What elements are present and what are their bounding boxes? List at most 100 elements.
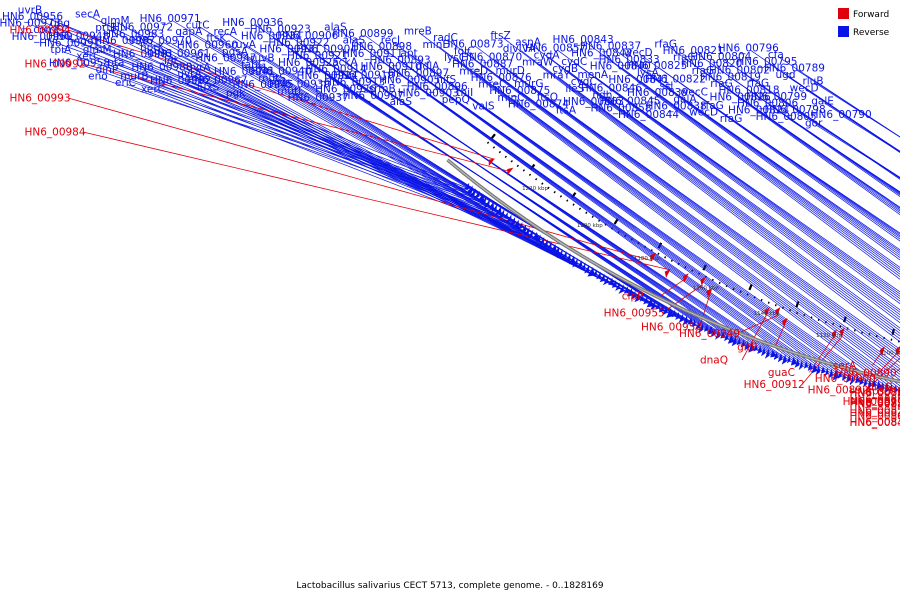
reverse-gene-arrow: [517, 222, 523, 229]
figure-caption: Lactobacillus salivarius CECT 5713, comp…: [296, 581, 603, 591]
reverse-gene-arrow: [643, 296, 648, 305]
reverse-gene-label: HN6_00906: [277, 30, 338, 42]
legend-label-forward: Forward: [853, 10, 889, 20]
label-leader: [584, 41, 900, 280]
label-leader: [595, 103, 900, 329]
reverse-gene-label: HN6_00956: [2, 11, 63, 23]
reverse-gene-label: HN6_00945: [233, 79, 294, 91]
reverse-gene-label: HN6_00939: [269, 79, 330, 91]
label-leader: [402, 103, 795, 364]
reverse-gene-label: nifS: [436, 74, 456, 86]
reverse-gene-arrow: [744, 340, 750, 351]
reverse-gene-label: HN6_00907: [343, 90, 404, 102]
label-leader: [218, 81, 616, 287]
gene-arrows: [463, 158, 900, 396]
reverse-gene-label: HN6_00931: [259, 44, 320, 56]
reverse-gene-arrow: [720, 331, 725, 339]
label-leader: [484, 65, 900, 375]
reverse-gene-arrow: [469, 188, 477, 197]
reverse-gene-arrow: [761, 346, 766, 357]
reverse-gene-label: HN6_00876: [471, 72, 532, 84]
reverse-gene-arrow: [483, 198, 491, 208]
reverse-gene-arrow: [807, 362, 813, 371]
forward-gene-arrow: [706, 288, 712, 298]
reverse-gene-arrow: [884, 382, 890, 394]
forward-gene-arrow: [781, 317, 788, 328]
reverse-gene-label: ndh: [592, 89, 612, 101]
reverse-gene-label: minC: [497, 92, 524, 104]
reverse-gene-label: luxS: [197, 81, 220, 93]
reverse-gene-arrow: [703, 324, 709, 332]
reverse-gene-label: ftsK: [206, 33, 227, 45]
tick-mark: [578, 207, 582, 210]
reverse-gene-arrow: [850, 374, 854, 385]
reverse-gene-label: HN6_00846: [581, 82, 642, 94]
tick-mark: [591, 215, 594, 218]
reverse-gene-arrow: [687, 317, 694, 325]
reverse-gene-arrow: [671, 309, 677, 318]
label-leader: [494, 85, 900, 387]
reverse-gene-label: eriC: [115, 77, 136, 89]
reverse-gene-arrow: [524, 233, 529, 236]
reverse-gene-label: murG: [514, 78, 543, 90]
coordinate-label: 1140 kbp: [754, 311, 780, 317]
reverse-gene-label: HN6_00899: [332, 28, 393, 40]
reverse-gene-label: HN6_00842: [571, 47, 632, 59]
reverse-gene-arrow: [568, 255, 576, 265]
reverse-gene-arrow: [841, 372, 847, 381]
reverse-gene-label: ddlA: [416, 61, 440, 73]
label-leader: [237, 94, 620, 290]
reverse-gene-label: srmB: [369, 83, 396, 95]
reverse-gene-arrow: [550, 244, 557, 252]
reverse-gene-label: ftsQ: [537, 91, 558, 103]
legend-swatch-reverse: [838, 26, 849, 37]
label-leader: [44, 38, 474, 195]
label-leader: [502, 37, 900, 343]
reverse-gene-label: HN6_00839: [627, 87, 688, 99]
reverse-gene-arrow: [463, 182, 470, 190]
forward-gene-label: HN6_00830: [849, 417, 900, 429]
reverse-gene-arrow: [691, 319, 696, 328]
forward-gene-arrow: [507, 167, 514, 176]
reverse-gene-arrow: [627, 288, 634, 297]
tick-mark: [795, 301, 800, 308]
legend-swatch-forward: [838, 8, 849, 19]
label-leader: [548, 56, 900, 321]
forward-gene-label: HN6_00892: [808, 385, 869, 397]
reverse-gene-label: ruvA: [232, 39, 257, 51]
reverse-gene-label: asnA: [515, 36, 542, 48]
label-leader: [558, 76, 900, 334]
reverse-gene-label: dinP: [96, 64, 119, 76]
label-leader: [603, 54, 900, 278]
label-leader: [347, 90, 735, 343]
tick-mark: [504, 155, 507, 159]
reverse-gene-label: recA: [213, 26, 237, 38]
tick-mark: [492, 146, 496, 149]
reverse-gene-label: HN6_00795: [736, 56, 797, 68]
reverse-gene-label: HN6_00796: [718, 43, 779, 55]
reverse-gene-label: rfaG: [720, 113, 743, 125]
reverse-gene-arrow: [627, 294, 634, 297]
reverse-gene-arrow: [845, 373, 851, 383]
label-leader: [447, 39, 900, 381]
reverse-gene-arrow: [497, 209, 505, 219]
forward-gene-arrow: [700, 276, 706, 286]
reverse-gene-arrow: [764, 348, 770, 359]
label-leader: [649, 74, 900, 256]
label-leader: [594, 76, 900, 300]
reverse-gene-arrow: [562, 251, 567, 258]
reverse-gene-arrow: [859, 376, 864, 386]
label-leader: [430, 94, 825, 373]
reverse-gene-label: ugd: [776, 69, 796, 81]
reverse-gene-label: ssl: [659, 80, 673, 92]
label-leader: [575, 63, 900, 302]
reverse-gene-arrow: [777, 352, 783, 363]
reverse-gene-arrow: [736, 343, 741, 346]
reverse-gene-arrow: [824, 367, 829, 376]
tick-mark: [541, 182, 544, 185]
reverse-gene-label: ung: [50, 17, 70, 29]
reverse-gene-label: HN6_00940: [250, 66, 311, 78]
tick-mark: [767, 301, 770, 304]
